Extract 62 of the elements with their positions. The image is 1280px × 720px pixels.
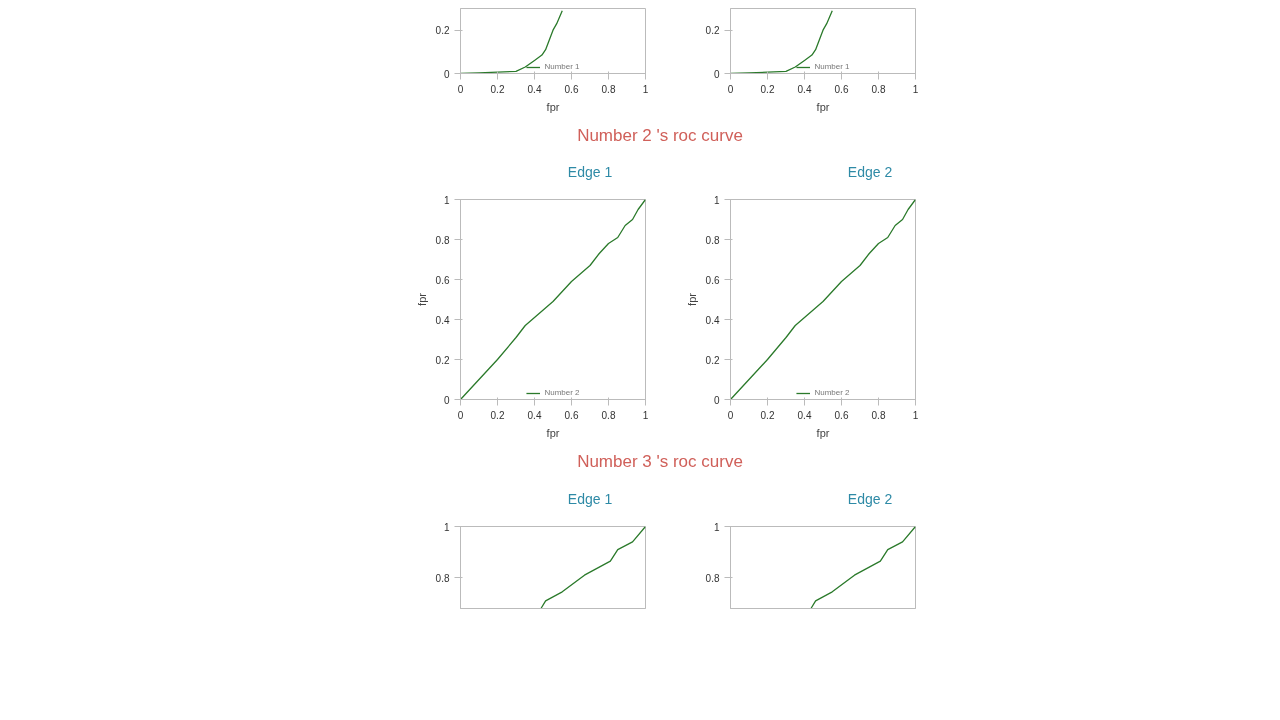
x-tick-label: 1 (642, 83, 649, 95)
legend-label: Number 2 (544, 388, 580, 398)
y-tick-label: 0 (443, 68, 450, 80)
x-tick-label: 0.2 (760, 83, 775, 95)
x-tick-label: 1 (912, 409, 919, 421)
y-axis-title: fpr (685, 293, 698, 307)
x-tick-label: 1 (642, 409, 649, 421)
y-tick-label: 0.8 (705, 234, 720, 246)
chart-title: Edge 1 (567, 163, 613, 183)
y-tick-label: 0.2 (435, 25, 450, 37)
legend-label: Number 1 (814, 62, 850, 71)
y-tick-label: 1 (713, 194, 720, 206)
y-tick-label: 1 (443, 521, 450, 533)
chart-subtitle: Number 3 's roc curve (577, 451, 743, 474)
legend-label: Number 2 (814, 388, 850, 398)
x-tick-label: 0.6 (564, 409, 579, 421)
y-tick-label: 0.8 (705, 572, 720, 584)
y-tick-label: 0.2 (705, 25, 720, 37)
legend-label: Number 1 (544, 62, 580, 71)
x-axis-title: fpr (816, 100, 830, 113)
x-tick-label: 0.8 (871, 409, 886, 421)
y-tick-label: 0.6 (435, 274, 450, 286)
x-tick-label: 0.4 (527, 409, 542, 421)
line-series (540, 526, 646, 609)
x-tick-label: 0.2 (760, 409, 775, 421)
x-tick-label: 0.2 (490, 409, 505, 421)
chart-subtitle: Number 2 's roc curve (577, 125, 743, 147)
y-tick-label: 0 (443, 394, 450, 406)
x-tick-label: 0.4 (797, 409, 812, 421)
chart-title: Edge 2 (847, 489, 893, 509)
x-tick-label: 0.4 (797, 83, 812, 95)
line-series (810, 526, 916, 609)
x-tick-label: 0 (457, 83, 464, 95)
x-tick-label: 0.6 (564, 83, 579, 95)
y-tick-label: 0.8 (435, 572, 450, 584)
y-tick-label: 1 (443, 194, 450, 206)
chart-title: Edge 2 (847, 163, 893, 183)
x-tick-label: 1 (912, 83, 919, 95)
chart-title: Edge 1 (567, 489, 613, 509)
x-axis-title: fpr (546, 100, 560, 113)
y-tick-label: 0.4 (435, 314, 450, 326)
x-tick-label: 0 (727, 409, 734, 421)
x-tick-label: 0.6 (834, 409, 849, 421)
y-tick-label: 0.4 (705, 314, 720, 326)
y-tick-label: 0.6 (705, 274, 720, 286)
y-tick-label: 0.2 (435, 354, 450, 366)
y-tick-label: 1 (713, 521, 720, 533)
y-tick-label: 0.8 (435, 234, 450, 246)
x-tick-label: 0.8 (601, 83, 616, 95)
x-axis-title: fpr (816, 426, 830, 439)
x-tick-label: 0 (727, 83, 734, 95)
y-tick-label: 0 (713, 68, 720, 80)
x-axis-title: fpr (546, 426, 560, 439)
y-tick-label: 0 (713, 394, 720, 406)
x-tick-label: 0.6 (834, 83, 849, 95)
x-tick-label: 0.2 (490, 83, 505, 95)
x-tick-label: 0.8 (871, 83, 886, 95)
x-tick-label: 0.4 (527, 83, 542, 95)
y-tick-label: 0.2 (705, 354, 720, 366)
x-tick-label: 0 (457, 409, 464, 421)
x-tick-label: 0.8 (601, 409, 616, 421)
y-axis-title: fpr (415, 293, 428, 307)
